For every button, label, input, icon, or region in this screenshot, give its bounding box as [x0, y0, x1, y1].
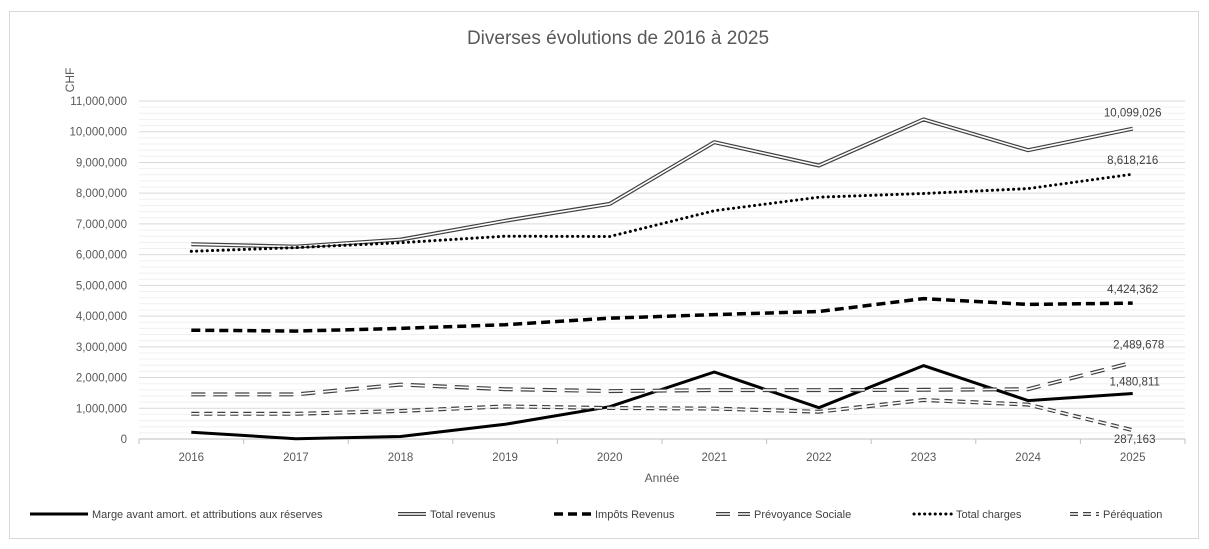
x-tick-label: 2018: [388, 452, 414, 464]
data-label: 10,099,026: [1104, 108, 1162, 120]
legend-label: Marge avant amort. et attributions aux r…: [92, 509, 323, 521]
x-axis-ticks: 2016 2017 2018 2019 2020 2021 2022 2023 2024 2025: [179, 452, 1146, 464]
y-tick-label: 9,000,000: [76, 157, 127, 169]
series-stroke: [191, 361, 1133, 396]
data-labels: 1,480,811 10,099,026 4,424,362 2,489,678 8,6…: [1104, 108, 1164, 446]
chart-frame: [9, 11, 1199, 539]
series-line: [191, 360, 1134, 397]
x-tick-label: 2016: [179, 452, 205, 464]
legend-item: Péréquation: [1070, 509, 1162, 521]
y-tick-label: 3,000,000: [76, 342, 127, 354]
x-tick-label: 2020: [597, 452, 623, 464]
y-tick-label: 2,000,000: [76, 373, 127, 385]
x-tick-label: 2023: [911, 452, 937, 464]
x-tick-label: 2021: [702, 452, 728, 464]
x-tick-label: 2022: [806, 452, 832, 464]
series-line: [189, 172, 1135, 253]
data-label: 8,618,216: [1107, 155, 1158, 167]
y-tick-label: 4,000,000: [76, 311, 127, 323]
x-tick-label: 2024: [1015, 452, 1041, 464]
y-tick-label: 0: [121, 434, 127, 446]
y-tick-label: 6,000,000: [76, 250, 127, 262]
chart-title: Diverses évolutions de 2016 à 2025: [467, 28, 769, 49]
x-tick-label: 2017: [283, 452, 309, 464]
series-stroke: [191, 296, 1133, 333]
legend-label: Prévoyance Sociale: [754, 509, 851, 521]
series-line: [191, 117, 1134, 249]
series-stroke: [191, 398, 1134, 433]
legend-label: Total revenus: [430, 509, 496, 521]
x-axis-label: Année: [645, 471, 680, 485]
y-tick-label: 8,000,000: [76, 188, 127, 200]
data-label: 4,424,362: [1107, 284, 1158, 296]
legend-label: Péréquation: [1103, 509, 1162, 521]
data-label: 2,489,678: [1113, 339, 1164, 351]
series-stroke: [191, 118, 1133, 248]
y-tick-label: 10,000,000: [69, 127, 127, 139]
data-label: 287,163: [1114, 434, 1156, 446]
series-stroke: [191, 399, 1133, 431]
y-tick-label: 5,000,000: [76, 280, 127, 292]
legend-label: Impôts Revenus: [595, 509, 675, 521]
legend-label: Total charges: [956, 509, 1022, 521]
y-tick-label: 11,000,000: [70, 96, 127, 108]
legend-item: Prévoyance Sociale: [716, 509, 851, 521]
series-stroke: [191, 117, 1134, 249]
legend-item: Marge avant amort. et attributions aux r…: [30, 509, 323, 521]
series-lines: [189, 117, 1135, 441]
y-axis-ticks: 0 1,000,000 2,000,000 3,000,000 4,000,000 5,0…: [69, 96, 127, 446]
series-line: [191, 296, 1133, 333]
series-stroke: [189, 172, 1135, 253]
series-line: [191, 398, 1134, 433]
legend-item: Total charges: [912, 509, 1022, 521]
y-axis-label: CHF: [63, 68, 77, 93]
x-tick-label: 2025: [1120, 452, 1146, 464]
legend: Marge avant amort. et attributions aux r…: [30, 509, 1162, 521]
legend-item: Total revenus: [398, 509, 496, 521]
y-tick-label: 1,000,000: [76, 403, 127, 415]
y-tick-label: 7,000,000: [76, 219, 127, 231]
data-label: 1,480,811: [1110, 376, 1160, 388]
x-tick-label: 2019: [492, 452, 518, 464]
legend-item: Impôts Revenus: [554, 509, 675, 521]
